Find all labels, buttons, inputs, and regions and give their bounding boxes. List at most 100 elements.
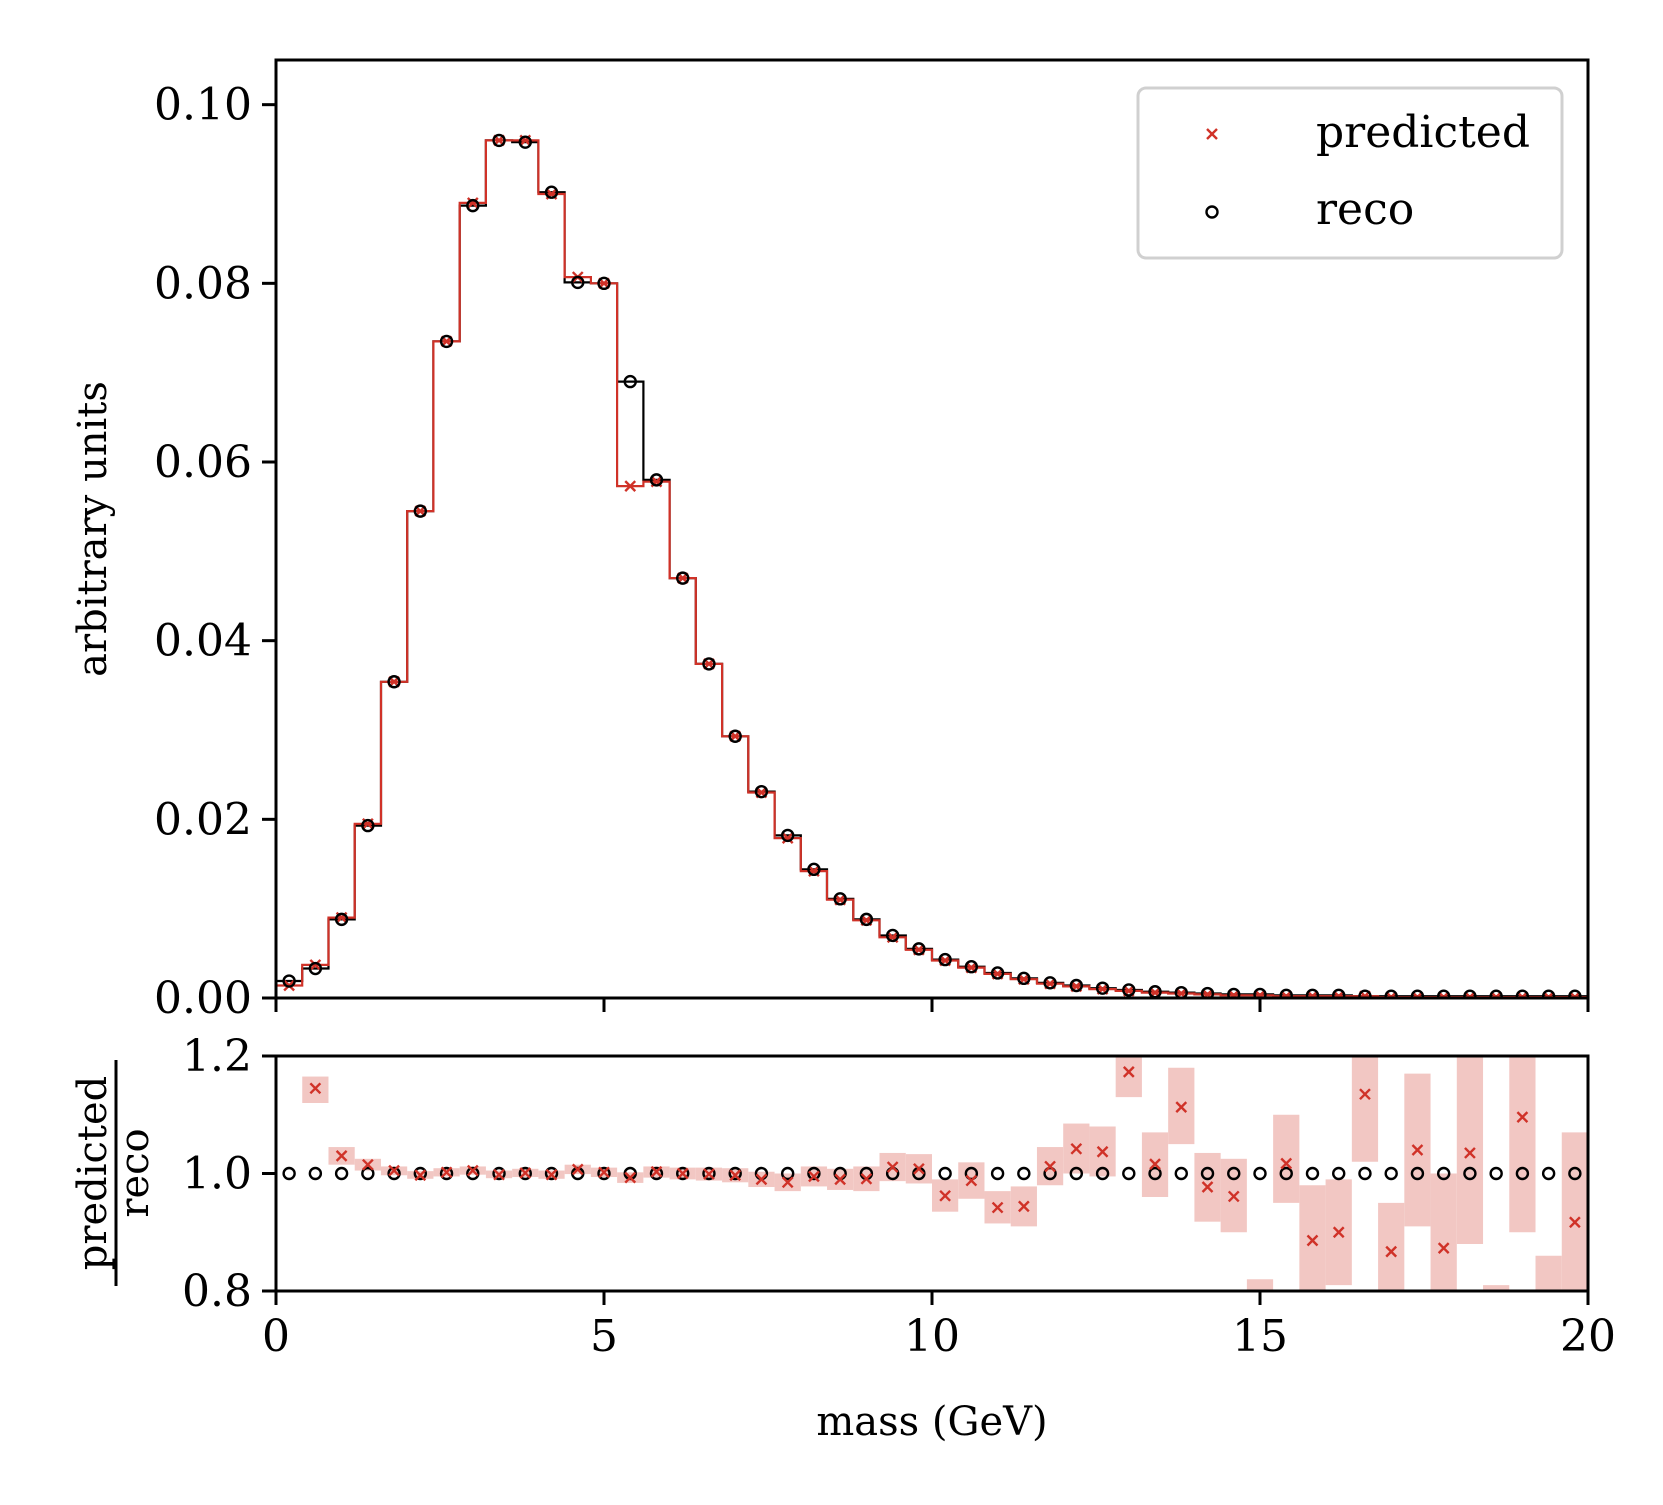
reco-point-49 <box>1568 989 1582 998</box>
predicted-point-1 <box>309 959 322 971</box>
ratio-predicted-point-47 <box>1516 1111 1529 1123</box>
predicted-point-19 <box>781 832 794 844</box>
reco-point-35 <box>1200 986 1215 998</box>
ratio-predicted-point-49 <box>1569 1216 1581 1229</box>
predicted-point-1-stroke-b <box>309 959 322 971</box>
ratio-reco-point-2 <box>334 1166 349 1181</box>
reco-point-28 <box>1017 971 1031 986</box>
legend-reco-circle <box>1205 205 1219 219</box>
ratio-band-38 <box>1273 1114 1300 1203</box>
reco-point-41 <box>1358 989 1372 998</box>
ratio-predicted-point-30-stroke-b <box>1070 1142 1083 1155</box>
ratio-predicted-point-16 <box>703 1168 715 1180</box>
main-y-tick-label-3: 0.06 <box>154 437 252 488</box>
ratio-reco-point-39 <box>1305 1166 1320 1181</box>
ratio-reco-point-46 <box>1489 1166 1503 1181</box>
ratio-predicted-point-28 <box>1017 1200 1030 1213</box>
main-y-tick-label-2: 0.04 <box>154 616 252 667</box>
ratio-reco-point-33 <box>1148 1166 1162 1181</box>
ratio-predicted-point-44-stroke-b <box>1437 1242 1450 1254</box>
ratio-predicted-point-39 <box>1306 1234 1319 1247</box>
ratio-predicted-point-34-stroke-b <box>1175 1101 1188 1113</box>
ratio-band-45 <box>1456 1056 1484 1244</box>
x-axis-label: mass (GeV) <box>816 1399 1047 1445</box>
reco-point-19 <box>780 828 795 843</box>
ratio-reco-point-20 <box>807 1166 821 1181</box>
predicted-point-39-stroke-b <box>1308 990 1319 998</box>
reco-point-10 <box>544 185 559 199</box>
main-y-tick-label-0: 0.00 <box>154 973 252 1024</box>
main-x-ticks <box>274 998 1590 1012</box>
ratio-band-47 <box>1509 1056 1536 1233</box>
ratio-predicted-point-42-stroke-b <box>1385 1245 1398 1258</box>
reco-point-13 <box>623 374 637 389</box>
ratio-reco-point-45 <box>1463 1166 1477 1181</box>
ratio-reco-point-38 <box>1279 1166 1293 1181</box>
main-y-axis: 0.00 0.02 0.04 0.06 0.08 0.10 <box>154 80 276 1024</box>
ratio-predicted-point-27 <box>991 1201 1004 1214</box>
ratio-predicted-point-19-stroke-b <box>781 1176 794 1189</box>
ratio-predicted-point-45 <box>1464 1147 1476 1159</box>
ratio-predicted-point-40-stroke-b <box>1332 1226 1345 1239</box>
ratio-predicted-point-22 <box>860 1172 873 1185</box>
reco-point-8 <box>492 133 506 148</box>
predicted-point-13-stroke-b <box>624 480 637 492</box>
ratio-predicted-point-9-stroke-b <box>519 1167 532 1179</box>
ratio-reco-point-14 <box>649 1166 664 1181</box>
ratio-predicted-point-14-stroke-b <box>650 1165 663 1178</box>
ratio-reco-point-25 <box>938 1166 952 1181</box>
reco-point-30 <box>1069 978 1084 993</box>
predicted-point-38-stroke-b <box>1282 990 1293 998</box>
reco-point-7 <box>466 198 480 213</box>
predicted-histogram-step <box>276 139 1588 998</box>
ratio-reco-point-35 <box>1200 1166 1215 1181</box>
reco-point-26 <box>964 960 979 974</box>
predicted-point-37-stroke-b <box>1255 989 1266 998</box>
ratio-predicted-point-33 <box>1149 1158 1161 1170</box>
ratio-predicted-point-10 <box>545 1168 558 1181</box>
ratio-predicted-point-24 <box>913 1162 925 1175</box>
ratio-predicted-point-6-stroke-b <box>440 1166 453 1179</box>
reco-point-42 <box>1384 989 1398 998</box>
ratio-predicted-point-45-stroke-b <box>1464 1147 1476 1159</box>
x-axis: 0 5 10 15 20 <box>262 1291 1616 1362</box>
ratio-predicted-point-43-stroke-b <box>1411 1144 1424 1156</box>
ratio-predicted-point-49-stroke-b <box>1569 1216 1581 1229</box>
ratio-reco-point-17 <box>728 1166 742 1181</box>
ratio-predicted-point-13-stroke-b <box>624 1171 637 1184</box>
ratio-predicted-point-41 <box>1359 1088 1371 1101</box>
ratio-predicted-point-7 <box>466 1164 479 1177</box>
main-y-tick-label-5: 0.10 <box>154 80 252 131</box>
ratio-predicted-point-23-stroke-b <box>886 1161 899 1173</box>
ratio-reco-point-1 <box>308 1166 323 1181</box>
ratio-reco-point-28 <box>1017 1166 1031 1181</box>
ratio-reco-point-10 <box>544 1166 559 1181</box>
ratio-predicted-point-22-stroke-b <box>860 1172 873 1185</box>
ratio-predicted-point-38-stroke-b <box>1280 1157 1293 1170</box>
ratio-predicted-point-3-stroke-b <box>361 1158 374 1171</box>
reco-point-22 <box>859 912 874 927</box>
main-panel: 0.00 0.02 0.04 0.06 0.08 0.10 arbitrary units… <box>70 58 1590 1024</box>
ratio-predicted-point-9 <box>519 1167 532 1179</box>
ratio-reco-point-49 <box>1568 1166 1582 1181</box>
ratio-reco-point-41 <box>1358 1166 1372 1181</box>
legend-frame <box>1136 86 1564 260</box>
ratio-predicted-point-35 <box>1201 1181 1214 1193</box>
predicted-point-39 <box>1306 990 1319 998</box>
reco-point-21 <box>833 892 847 906</box>
ratio-predicted-point-47-stroke-b <box>1516 1111 1529 1123</box>
ratio-predicted-point-30 <box>1070 1142 1083 1155</box>
ratio-reco-point-32 <box>1122 1166 1136 1181</box>
main-y-axis-label: arbitrary units <box>70 381 116 677</box>
ratio-reco-point-40 <box>1332 1166 1346 1181</box>
ratio-reco-point-7 <box>466 1166 480 1181</box>
reco-point-15 <box>676 571 690 585</box>
ratio-reco-point-30 <box>1069 1166 1084 1181</box>
legend-reco-marker <box>1205 205 1219 219</box>
ratio-reco-point-42 <box>1384 1166 1398 1181</box>
ratio-y-tick-label-1: 1.0 <box>182 1149 252 1200</box>
ratio-predicted-point-38 <box>1280 1157 1293 1170</box>
reco-point-3 <box>361 818 375 833</box>
ratio-reco-point-48 <box>1541 1166 1556 1181</box>
reco-point-34 <box>1174 985 1188 998</box>
